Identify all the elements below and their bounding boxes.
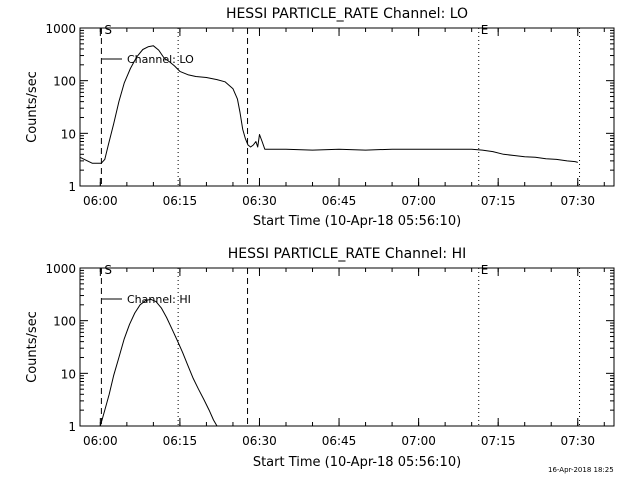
- x-tick-label: 06:00: [83, 434, 118, 448]
- end-marker-label: E: [481, 23, 489, 37]
- x-tick-label: 06:15: [163, 194, 198, 208]
- chart-panel-1: HESSI PARTICLE_RATE Channel: LO 1 10 100 100…: [25, 6, 615, 229]
- y-tick-label: 10: [61, 127, 76, 141]
- x-axis-label: Start Time (10-Apr-18 05:56:10): [253, 455, 461, 470]
- series-line-channel-hi: [99, 298, 218, 427]
- chart-title: HESSI PARTICLE_RATE Channel: HI: [228, 246, 466, 262]
- y-tick-label: 1000: [45, 262, 76, 276]
- start-marker-label: S: [104, 263, 112, 277]
- x-tick-label: 07:15: [481, 434, 516, 448]
- y-tick-label: 100: [53, 315, 76, 329]
- x-tick-label: 07:00: [401, 194, 436, 208]
- legend-label: Channel: HI: [127, 293, 191, 306]
- x-tick-label: 06:45: [322, 194, 357, 208]
- y-tick-label: 1000: [45, 22, 76, 36]
- x-tick-label: 06:30: [242, 434, 277, 448]
- x-axis-label: Start Time (10-Apr-18 05:56:10): [253, 214, 461, 229]
- x-tick-label: 07:30: [560, 194, 595, 208]
- y-tick-label: 10: [61, 367, 76, 381]
- y-axis-label: Counts/sec: [25, 311, 40, 383]
- x-tick-label: 06:45: [322, 434, 357, 448]
- series-line-channel-lo: [79, 45, 578, 164]
- x-tick-label: 07:00: [401, 434, 436, 448]
- plot-frame: [79, 27, 615, 187]
- y-tick-label: 100: [53, 75, 76, 89]
- x-tick-label: 06:00: [83, 194, 118, 208]
- x-tick-label: 07:30: [560, 434, 595, 448]
- chart-title: HESSI PARTICLE_RATE Channel: LO: [226, 6, 468, 22]
- legend-label: Channel: LO: [127, 53, 194, 66]
- x-tick-label: 07:15: [481, 194, 516, 208]
- y-tick-label: 1: [68, 420, 76, 434]
- y-axis-label: Counts/sec: [25, 71, 40, 143]
- plot-frame: [79, 267, 615, 427]
- chart-panel-2: HESSI PARTICLE_RATE Channel: HI 1 10 100 100…: [25, 246, 615, 470]
- x-tick-label: 06:15: [163, 434, 198, 448]
- x-tick-label: 06:30: [242, 194, 277, 208]
- start-marker-label: S: [104, 23, 112, 37]
- end-marker-label: E: [481, 263, 489, 277]
- generation-timestamp: 16-Apr-2018 18:25: [548, 466, 614, 474]
- y-tick-label: 1: [68, 180, 76, 194]
